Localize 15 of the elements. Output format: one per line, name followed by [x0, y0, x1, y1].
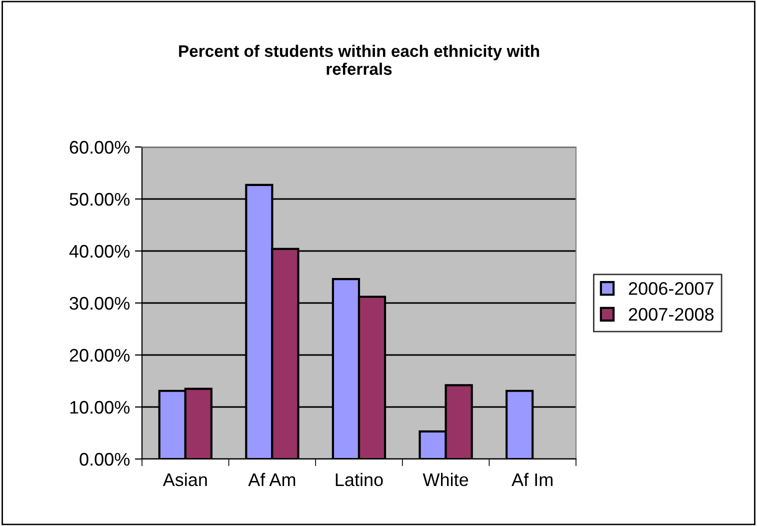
- y-tick-label: 30.00%: [70, 296, 130, 310]
- y-tick-label: 0.00%: [80, 452, 130, 466]
- legend-label: 2006-2007: [628, 282, 714, 295]
- x-tick-label: Asian: [162, 472, 207, 486]
- chart-title: Percent of students within each ethnicity with referrals: [179, 44, 540, 75]
- y-tick-label: 40.00%: [69, 244, 130, 258]
- x-tick-label: White: [422, 472, 468, 486]
- x-tick-label: Af Am: [248, 472, 296, 486]
- y-tick-label: 20.00%: [70, 348, 130, 362]
- x-tick-label: Latino: [336, 472, 383, 486]
- y-tick-label: 60.00%: [70, 140, 130, 154]
- y-tick-label: 50.00%: [70, 192, 130, 206]
- y-tick-label: 10.00%: [70, 400, 130, 414]
- legend-label: 2007-2008: [628, 308, 714, 321]
- x-tick-label: Af Im: [512, 472, 552, 486]
